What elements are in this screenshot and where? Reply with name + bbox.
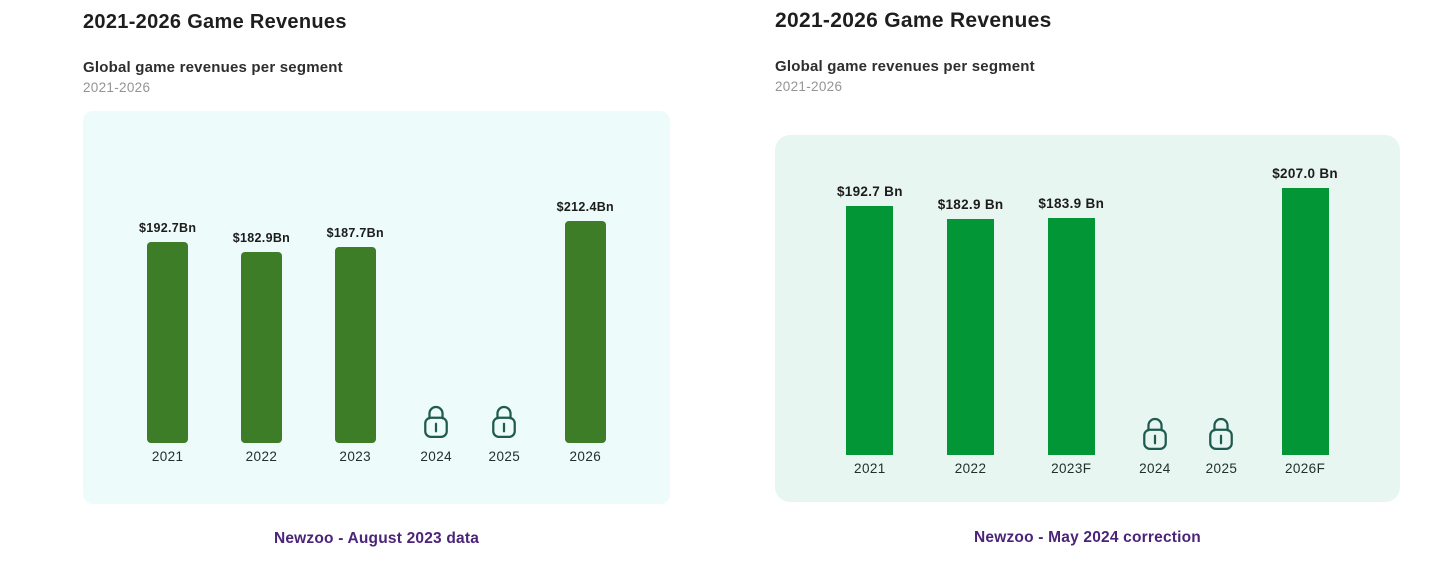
lock-icon [490, 402, 518, 440]
bar [1281, 188, 1329, 455]
bar-column: 2024 [420, 402, 452, 464]
bar-column: $207.0 Bn 2026F [1272, 166, 1338, 476]
chart-left: 2021-2026 Game Revenues Global game reve… [83, 0, 670, 548]
bar-value-label: $182.9 Bn [937, 197, 1004, 212]
chart-title: 2021-2026 Game Revenues [775, 9, 1052, 32]
lock-icon [1207, 414, 1235, 452]
chart-caption: Newzoo - May 2024 correction [974, 529, 1201, 546]
lock-icon [1141, 414, 1169, 452]
bar-year-label: 2021 [854, 461, 886, 476]
bar [1047, 218, 1095, 455]
chart-subtitle: Global game revenues per segment [83, 59, 343, 76]
bar-column: $182.9 Bn 2022 [938, 197, 1004, 476]
bar-value-label: $207.0 Bn [1272, 166, 1338, 181]
bar-value-label: $183.9 Bn [1038, 196, 1105, 211]
bar-column: 2025 [489, 402, 521, 464]
bar [240, 252, 282, 443]
bar-year-label: 2022 [245, 449, 278, 464]
bar [947, 219, 995, 455]
bar-value-label: $182.9Bn [232, 231, 291, 245]
chart-right: 2021-2026 Game Revenues Global game reve… [775, 0, 1400, 547]
chart-panel: $192.7Bn 2021 $182.9Bn 2022 $187.7Bn [83, 111, 670, 504]
chart-period: 2021-2026 [775, 79, 843, 94]
bar-column: $183.9 Bn 2023F [1038, 196, 1104, 476]
bar-year-label: 2022 [954, 461, 987, 476]
bar [564, 221, 606, 443]
chart-period: 2021-2026 [83, 80, 151, 95]
bar-year-label: 2021 [151, 449, 184, 464]
bar-year-label: 2024 [420, 449, 453, 464]
bar-year-label: 2025 [1205, 461, 1238, 476]
bar-column: $212.4Bn 2026 [557, 200, 614, 464]
bar-year-label: 2023 [339, 449, 372, 464]
bar-year-label: 2024 [1139, 461, 1171, 476]
bar-year-label: 2023F [1051, 461, 1092, 476]
bar-year-label: 2026 [569, 449, 602, 464]
chart-subtitle: Global game revenues per segment [775, 58, 1035, 75]
bar-column: 2024 [1139, 414, 1171, 476]
chart-caption: Newzoo - August 2023 data [273, 530, 480, 547]
bar-column: $187.7Bn 2023 [327, 226, 384, 464]
bar [334, 247, 376, 443]
bar-column: $192.7 Bn 2021 [837, 184, 903, 476]
bar-year-label: 2026F [1284, 461, 1326, 476]
chart-title: 2021-2026 Game Revenues [83, 11, 347, 33]
bar [846, 206, 894, 455]
bar-column: $182.9Bn 2022 [233, 231, 290, 464]
bar-value-label: $212.4Bn [556, 200, 614, 214]
lock-icon [422, 402, 450, 440]
bar-column: 2025 [1206, 414, 1238, 476]
bar-value-label: $192.7 Bn [837, 184, 903, 199]
bar-value-label: $192.7Bn [139, 221, 197, 235]
bar-year-label: 2025 [488, 449, 521, 464]
bar-value-label: $187.7Bn [326, 226, 384, 240]
chart-panel: $192.7 Bn 2021 $182.9 Bn 2022 $183.9 Bn [775, 135, 1400, 502]
bar [147, 242, 189, 443]
bar-column: $192.7Bn 2021 [139, 221, 196, 464]
